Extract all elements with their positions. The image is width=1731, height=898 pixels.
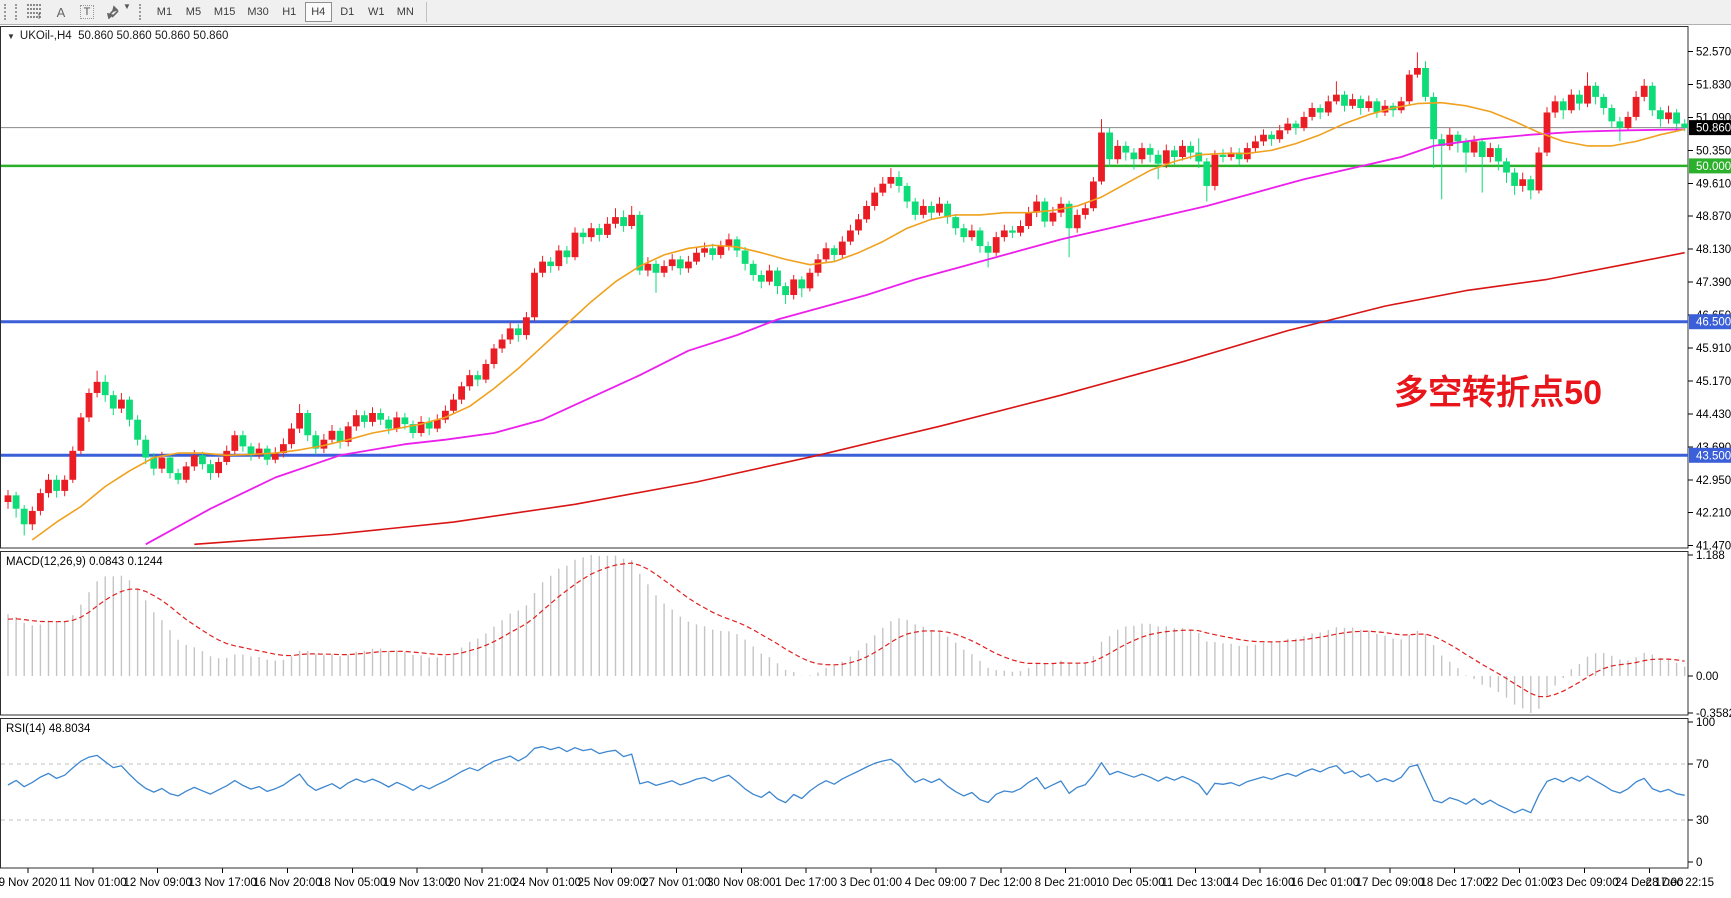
time-tick-label: 27 Nov 01:00: [642, 877, 710, 889]
text-label-button[interactable]: A: [48, 2, 74, 23]
text-label-icon: A: [56, 4, 66, 20]
symbol-timeframe-label: UKOil-,H4: [19, 30, 72, 42]
time-tick-label: 11 Dec 13:00: [1162, 877, 1230, 889]
rsi-axis-label: 70: [1696, 759, 1709, 771]
text-box-button[interactable]: T: [74, 2, 100, 23]
price-level-badge: 50.860: [1689, 120, 1731, 136]
macd-panel-label: MACD(12,26,9) 0.0843 0.1244: [6, 556, 163, 568]
timeframe-button-w1[interactable]: W1: [363, 2, 390, 22]
time-tick-label: 28 Dec 22:15: [1646, 877, 1714, 889]
chart-canvas[interactable]: 52.57051.83051.09050.35049.61048.87048.1…: [0, 25, 1731, 893]
macd-signal-line: [7, 562, 1685, 698]
rsi-axis-label: 0: [1696, 857, 1702, 869]
toolbar: f A T ▼ M1 M5 M15 M30 H1 H4 D1 W1 MN: [0, 0, 1731, 25]
time-tick-label: 18 Dec 17:00: [1420, 877, 1488, 889]
timeframe-button-m15[interactable]: M15: [209, 2, 240, 22]
time-tick-label: 4 Dec 09:00: [905, 877, 967, 889]
ma-mid-line: [145, 128, 1685, 546]
price-level-badge: 50.000: [1689, 158, 1731, 174]
price-tick-label: 51.830: [1696, 79, 1731, 91]
chart-window[interactable]: ▼ UKOil-,H4 50.860 50.860 50.860 50.860 5…: [0, 25, 1731, 893]
window-menu-triangle-icon[interactable]: ▼: [7, 32, 15, 41]
time-tick-label: 16 Nov 20:00: [253, 877, 321, 889]
macd-axis-label: 0.00: [1696, 671, 1718, 683]
rsi-line: [7, 746, 1685, 814]
timeframe-button-h1[interactable]: H1: [276, 2, 303, 22]
toolbar-separator: [425, 2, 427, 22]
time-tick-label: 20 Nov 21:00: [448, 877, 516, 889]
time-tick-label: 18 Nov 05:00: [318, 877, 386, 889]
macd-axis-label: 1.188: [1696, 550, 1725, 562]
macd-axis-label: -0.3582: [1696, 708, 1731, 720]
price-level-badge: 43.500: [1689, 447, 1731, 463]
price-tick-label: 41.470: [1696, 541, 1731, 553]
price-tick-label: 49.610: [1696, 178, 1731, 190]
time-tick-label: 17 Dec 09:00: [1356, 877, 1424, 889]
chart-header: ▼ UKOil-,H4 50.860 50.860 50.860 50.860: [7, 30, 228, 42]
price-tick-label: 47.390: [1696, 277, 1731, 289]
annotation-text[interactable]: 多空转折点50: [1394, 374, 1602, 412]
time-tick-label: 12 Nov 09:00: [123, 877, 191, 889]
rsi-panel-label: RSI(14) 48.8034: [6, 723, 91, 735]
time-tick-label: 1 Dec 17:00: [775, 877, 837, 889]
time-tick-label: 30 Nov 08:00: [707, 877, 775, 889]
text-box-icon: T: [79, 5, 95, 19]
toolbar-drag-handle-2[interactable]: [138, 4, 144, 20]
indicators-grid-icon: f: [27, 4, 41, 20]
indicators-grid-button[interactable]: f: [22, 2, 48, 23]
price-tick-label: 48.870: [1696, 211, 1731, 223]
ma-slow-line: [194, 251, 1685, 546]
price-tick-label: 50.350: [1696, 145, 1731, 157]
rsi-axis-label: 30: [1696, 815, 1709, 827]
cursor-arrows-button[interactable]: [100, 2, 126, 23]
time-tick-label: 19 Nov 13:00: [383, 877, 451, 889]
rsi-axis-label: 100: [1696, 717, 1715, 729]
price-tick-label: 44.430: [1696, 409, 1731, 421]
level-lines: [1, 127, 1688, 457]
chevron-down-icon[interactable]: ▼: [123, 1, 131, 11]
price-tick-label: 48.130: [1696, 244, 1731, 256]
price-tick-label: 42.210: [1696, 508, 1731, 520]
time-tick-label: 3 Dec 01:00: [840, 877, 902, 889]
toolbar-icon-group: f A T ▼: [22, 2, 133, 23]
time-tick-label: 13 Nov 17:00: [188, 877, 256, 889]
time-tick-label: 14 Dec 16:00: [1226, 877, 1294, 889]
time-tick-label: 10 Dec 05:00: [1096, 877, 1164, 889]
price-level-badge: 46.500: [1689, 314, 1731, 330]
svg-text:46.500: 46.500: [1696, 317, 1731, 329]
time-tick-label: 25 Nov 09:00: [577, 877, 645, 889]
time-tick-label: 22 Dec 01:00: [1485, 877, 1553, 889]
time-tick-label: 23 Dec 09:00: [1550, 877, 1618, 889]
time-tick-label: 24 Nov 01:00: [513, 877, 581, 889]
svg-text:50.000: 50.000: [1696, 161, 1731, 173]
time-tick-label: 9 Nov 2020: [0, 877, 57, 889]
macd-histogram: [7, 555, 1686, 713]
candles-layer: [4, 52, 1689, 536]
ohlc-values: 50.860 50.860 50.860 50.860: [78, 30, 229, 42]
cursor-arrows-icon: [106, 5, 119, 19]
timeframe-button-h4[interactable]: H4: [304, 2, 332, 22]
price-tick-label: 45.910: [1696, 343, 1731, 355]
time-tick-label: 11 Nov 01:00: [59, 877, 127, 889]
timeframe-button-m1[interactable]: M1: [151, 2, 178, 22]
time-tick-label: 16 Dec 01:00: [1291, 877, 1359, 889]
price-tick-label: 45.170: [1696, 376, 1731, 388]
price-tick-label: 52.570: [1696, 46, 1731, 58]
toolbar-drag-handle[interactable]: [4, 4, 17, 20]
svg-text:50.860: 50.860: [1696, 123, 1731, 135]
svg-text:f: f: [38, 12, 41, 20]
time-tick-label: 7 Dec 12:00: [970, 877, 1032, 889]
timeframe-button-group: M1 M5 M15 M30 H1 H4 D1 W1 MN: [150, 2, 420, 22]
time-tick-label: 8 Dec 21:00: [1035, 877, 1097, 889]
price-tick-label: 42.950: [1696, 475, 1731, 487]
timeframe-button-mn[interactable]: MN: [392, 2, 419, 22]
ma-fast-line: [31, 101, 1685, 541]
timeframe-button-m30[interactable]: M30: [242, 2, 273, 22]
timeframe-button-m5[interactable]: M5: [180, 2, 207, 22]
timeframe-button-d1[interactable]: D1: [334, 2, 361, 22]
svg-text:43.500: 43.500: [1696, 450, 1731, 462]
time-tick-label: 24 Dec 17:00: [1615, 877, 1683, 889]
